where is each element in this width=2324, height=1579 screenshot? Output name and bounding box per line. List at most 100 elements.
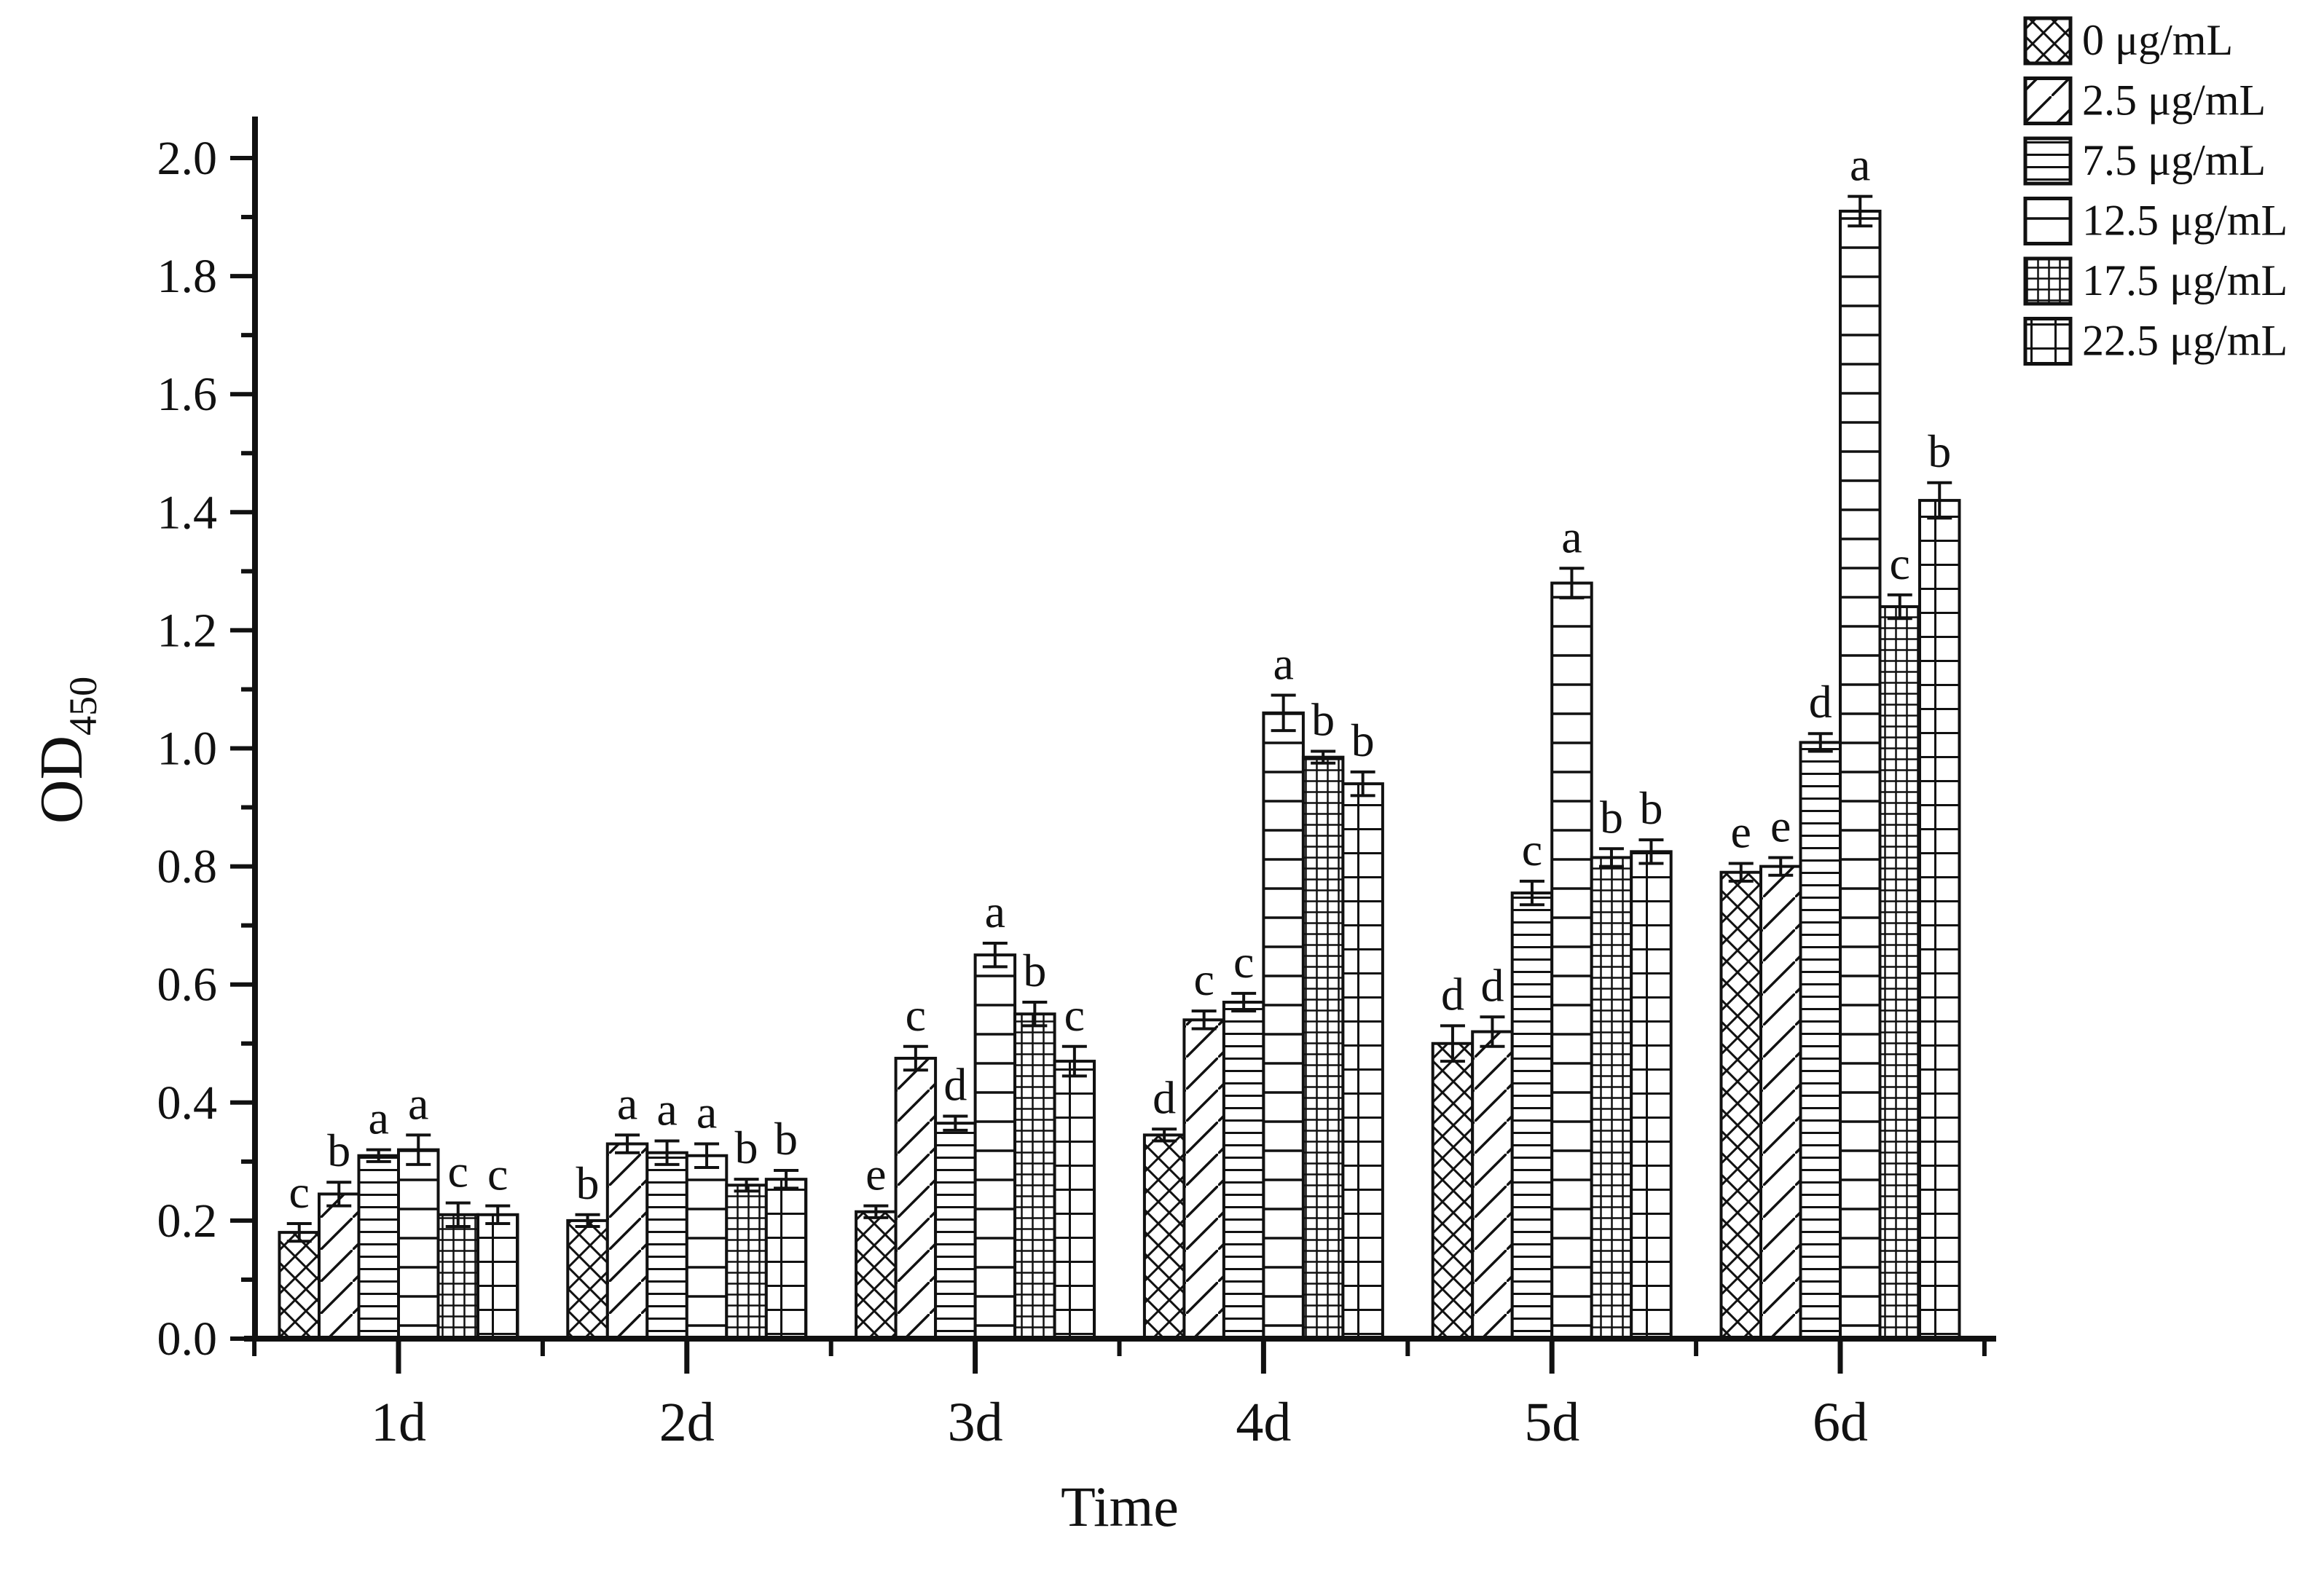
significance-letter: c: [289, 1166, 310, 1218]
x-tick-label: 1d: [371, 1392, 426, 1453]
x-tick-label: 2d: [659, 1392, 715, 1453]
bar: [1142, 1133, 1186, 1340]
significance-letter: b: [1311, 694, 1335, 746]
significance-letter: b: [576, 1157, 600, 1209]
x-tick-label: 3d: [948, 1392, 1003, 1453]
y-tick-label: 1.4: [157, 486, 218, 539]
significance-letter: c: [487, 1149, 508, 1200]
legend-item: 12.5 μg/mL: [2023, 197, 2288, 245]
legend-item: 22.5 μg/mL: [2023, 317, 2288, 366]
significance-letter: c: [1064, 989, 1085, 1041]
significance-letter: a: [617, 1077, 637, 1129]
bar: [436, 1213, 479, 1341]
significance-letter: c: [1193, 953, 1214, 1005]
bar: [318, 1192, 361, 1340]
bar: [1222, 1001, 1265, 1340]
significance-letter: a: [696, 1087, 717, 1138]
bar-group-2d: [566, 1133, 808, 1341]
bar: [1759, 865, 1802, 1340]
significance-letter: b: [327, 1125, 350, 1176]
y-axis-title-main: OD: [28, 736, 95, 824]
bar: [1590, 856, 1633, 1340]
legend-swatch-horizontal-dense: [2023, 136, 2073, 186]
significance-letter: e: [1770, 800, 1791, 851]
bar: [934, 1122, 977, 1340]
bar: [1799, 741, 1842, 1340]
significance-letter: c: [448, 1146, 468, 1197]
bar: [855, 1210, 898, 1341]
x-axis-title: Time: [1061, 1475, 1179, 1538]
bar: [1510, 891, 1554, 1340]
bar: [894, 1057, 938, 1340]
bar: [476, 1213, 519, 1341]
significance-letter: e: [865, 1149, 886, 1200]
bar: [725, 1184, 768, 1341]
bar-group-3d: [855, 941, 1096, 1341]
bar: [1550, 581, 1593, 1340]
significance-letter: c: [1890, 538, 1910, 589]
legend-label: 17.5 μg/mL: [2082, 256, 2288, 304]
significance-letter: e: [1731, 806, 1751, 858]
significance-letter: a: [1561, 511, 1582, 562]
bars-layer: [278, 194, 1961, 1341]
legend-item: 2.5 μg/mL: [2023, 76, 2266, 125]
significance-letter: d: [1480, 959, 1504, 1011]
legend-label: 0 μg/mL: [2082, 16, 2233, 64]
legend-label: 7.5 μg/mL: [2082, 136, 2266, 184]
y-axis-title: OD450: [28, 677, 105, 824]
significance-letter: a: [1273, 638, 1293, 690]
bar: [764, 1178, 808, 1341]
y-tick-label: 1.8: [157, 250, 218, 303]
significance-letter: d: [943, 1058, 967, 1110]
significance-letter: d: [1153, 1071, 1176, 1123]
bar: [1262, 711, 1305, 1340]
significance-letter: c: [906, 989, 926, 1041]
y-tick-label: 0.2: [157, 1194, 218, 1248]
legend-swatch-crosshatch: [2023, 16, 2073, 66]
bar-group-6d: [1719, 194, 1961, 1341]
y-tick-label: 0.0: [157, 1312, 218, 1366]
y-tick-label: 0.6: [157, 958, 218, 1012]
y-tick-label: 1.0: [157, 722, 218, 776]
bar: [1431, 1041, 1475, 1340]
significance-letter: d: [1441, 968, 1464, 1020]
bar: [1341, 782, 1384, 1340]
bar: [397, 1148, 440, 1340]
bar-group-4d: [1142, 693, 1384, 1340]
legend-swatch-grid-coarse: [2023, 317, 2073, 366]
ticks-layer: 0.0 0.2 0.4 0.6 0.8 1.0 1.2 1.4 1.6 1.8 2.0 1d 2d 3d 4…: [157, 132, 1987, 1453]
significance-letter: a: [408, 1077, 428, 1129]
significance-letter: a: [656, 1083, 677, 1135]
bar-group-1d: [278, 1133, 519, 1341]
legend-label: 22.5 μg/mL: [2082, 317, 2288, 365]
legend-swatch-diagonal: [2023, 76, 2073, 125]
x-tick-label: 6d: [1813, 1392, 1868, 1453]
significance-letter: b: [1351, 714, 1375, 766]
bar: [1471, 1030, 1514, 1341]
bar: [973, 953, 1017, 1341]
bar: [1630, 850, 1673, 1340]
significance-letter: b: [1639, 782, 1662, 834]
bar: [1918, 499, 1961, 1341]
significance-letter: b: [1023, 945, 1046, 996]
bar: [685, 1154, 729, 1340]
legend: 0 μg/mL 2.5 μg/mL 7.5 μg/mL 12.5 μg/mL 17.5 …: [2023, 16, 2288, 366]
bar: [605, 1142, 649, 1341]
bar: [566, 1218, 609, 1341]
y-axis-title-subscript: 450: [61, 677, 105, 736]
significance-letter: a: [1850, 139, 1870, 191]
significance-letter: b: [1928, 425, 1951, 477]
bar-group-5d: [1431, 567, 1673, 1341]
bar: [278, 1231, 321, 1340]
significance-letter: a: [369, 1092, 389, 1144]
significance-letter: b: [774, 1113, 798, 1165]
significance-letter: b: [1600, 791, 1623, 843]
bar: [1301, 755, 1345, 1340]
significance-letter: c: [1233, 936, 1254, 988]
bar: [1182, 1018, 1225, 1340]
x-tick-label: 5d: [1524, 1392, 1579, 1453]
legend-label: 12.5 μg/mL: [2082, 197, 2288, 245]
significance-letter: b: [735, 1122, 758, 1173]
